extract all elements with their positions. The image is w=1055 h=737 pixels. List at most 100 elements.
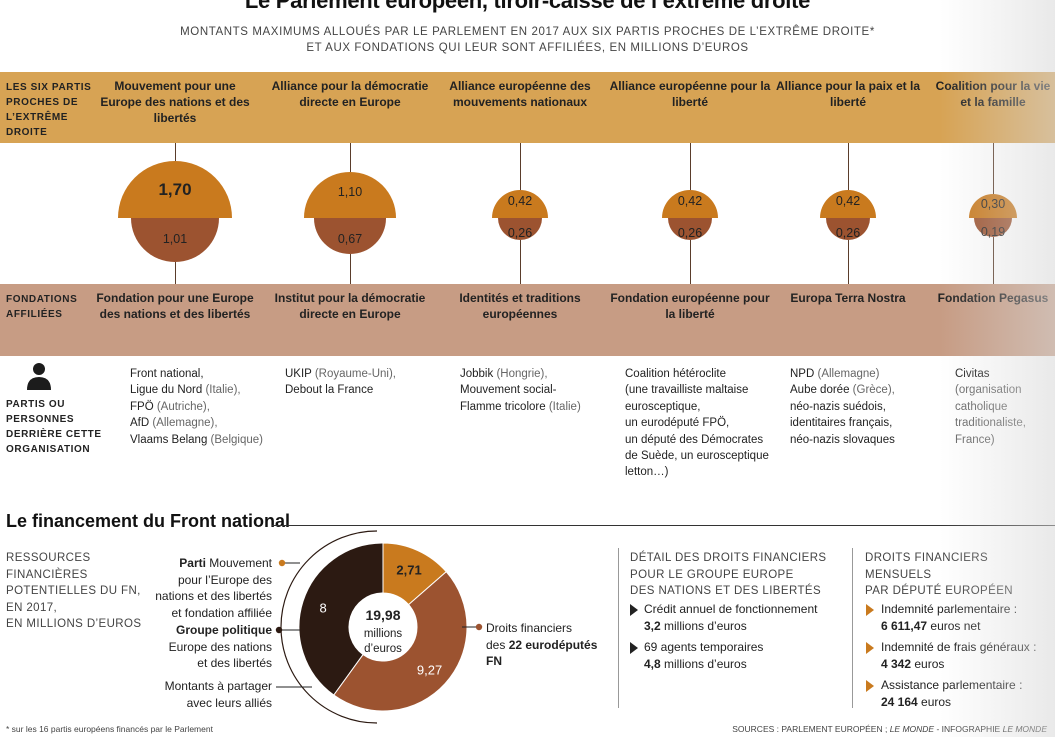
divider [618, 548, 619, 708]
monthly-item-value: 24 164 euros [881, 694, 1054, 711]
member-country: (Autriche), [156, 400, 210, 413]
subtitle-line-1: MONTANTS MAXIMUMS ALLOUÉS PAR LE PARLEME… [180, 26, 875, 38]
resources-label-line: EN MILLIONS D’EUROS [6, 618, 142, 630]
member-name: néo-nazis suédois, [790, 400, 886, 413]
detail-item-value-rest: millions d’euros [660, 656, 747, 671]
member-name: Aube dorée [790, 384, 853, 397]
monthly-item-value-bold: 6 611,47 [881, 618, 928, 633]
member-name: Ligue du Nord [130, 384, 206, 397]
member-name: Jobbik [460, 368, 497, 380]
connector-line [350, 253, 351, 284]
sources-lemonde: LE MONDE [1002, 724, 1047, 734]
label-parti: Parti Mouvement pour l’Europe des nation… [140, 555, 272, 621]
detail-item-value-bold: 3,2 [644, 618, 661, 633]
party-amount-label: 1,70 [158, 180, 192, 199]
foundation-amount-label: 0,67 [337, 232, 363, 246]
foundation-amount-label: 0,26 [677, 226, 703, 241]
member-name: identitaires français, [790, 417, 893, 430]
detail-item-label: 69 agents temporaires [644, 640, 764, 654]
page-subtitle: MONTANTS MAXIMUMS ALLOUÉS PAR LE PARLEME… [0, 24, 1055, 56]
monthly-item-label: Indemnité parlementaire : [881, 602, 1018, 616]
leader-dot [475, 623, 483, 631]
label-droits-line: FN [486, 654, 502, 668]
resources-label-line: EN 2017, [6, 601, 58, 614]
monthly-item-value-rest: euros [911, 656, 945, 671]
row-label-persons: PARTIS OU PERSONNES DERRIÈRE CETTE ORGAN… [6, 399, 102, 455]
monthly-item-value: 6 611,47 euros net [881, 618, 1054, 635]
monthly-item-value: 4 342 euros [881, 656, 1054, 673]
monthly-item: Indemnité de frais généraux : 4 342 euro… [866, 639, 1054, 672]
detail-item-label: Crédit annuel de fonctionnement [644, 602, 818, 616]
label-parti-bold: Parti [179, 556, 206, 570]
label-groupe: Groupe politique Europe des nations et d… [140, 622, 272, 672]
member-name: de Suède, un eurosceptique [625, 450, 769, 463]
connector-line [520, 143, 521, 190]
resources-label-line: POTENTIELLES DU FN, [6, 585, 141, 597]
party-amount-label: 0,42 [835, 194, 861, 209]
monthly-title-line: PAR DÉPUTÉ EUROPÉEN [865, 585, 1013, 597]
member-list: UKIP (Royaume-Uni), Debout la France [285, 366, 396, 399]
monthly-item: Assistance parlementaire : 24 164 euros [866, 677, 1054, 710]
monthly-item-value-rest: euros [917, 694, 952, 709]
foundation-amount-label: 0,26 [835, 226, 861, 241]
foundation-amount-label: 1,01 [162, 232, 188, 246]
member-line: néo-nazis slovaques [790, 432, 895, 448]
member-name: letton…) [625, 466, 669, 479]
triangle-bullet-icon [866, 604, 874, 616]
member-name: UKIP [285, 368, 315, 380]
monthly-item-value-rest: euros net [927, 618, 981, 633]
label-droits-line: Droits financiers [486, 621, 573, 635]
foundation-name: Identités et traditions européennes [459, 291, 581, 321]
member-list: NPD (Allemagne) Aube dorée (Grèce), néo-na… [790, 366, 895, 448]
label-droits: Droits financiers des 22 eurodéputés FN [486, 620, 616, 670]
member-line: eurosceptique, [625, 399, 769, 415]
detail-item-value: 4,8 millions d’euros [644, 656, 850, 673]
detail-title-line: DÉTAIL DES DROITS FINANCIERS [630, 552, 827, 564]
donut-slice-label: 2,71 [396, 563, 421, 578]
page-title: Le Parlement européen, tiroir-caisse de … [244, 0, 811, 13]
member-name: Flamme tricolore [460, 400, 549, 413]
party-amount-label: 1,10 [337, 184, 363, 199]
connector-line [175, 143, 176, 161]
label-parti-line: et fondation affiliée [171, 605, 272, 620]
sources: SOURCES : PARLEMENT EUROPÉEN ; LE MONDE … [732, 724, 1047, 734]
member-line: de Suède, un eurosceptique [625, 448, 769, 464]
member-line: néo-nazis suédois, [790, 399, 895, 415]
person-icon [27, 363, 51, 390]
detail-item-value-rest: millions d’euros [660, 618, 747, 633]
label-montants: Montants à partager avec leurs alliés [140, 678, 272, 711]
member-line: (une travailliste maltaise [625, 382, 769, 398]
party-name: Alliance pour la démocratie directe en E… [271, 79, 429, 109]
member-line: letton…) [625, 464, 769, 480]
foundation-name: Fondation pour une Europe des nations et… [96, 291, 254, 321]
party-name: Alliance européenne pour la liberté [609, 79, 771, 109]
member-line: Coalition hétéroclite [625, 366, 769, 382]
member-line: NPD (Allemagne) [790, 366, 895, 382]
donut-center-value: 19,98 [365, 607, 400, 623]
member-line: Mouvement social- [460, 382, 581, 398]
member-country: (Italie), [205, 384, 241, 397]
label-groupe-bold: Groupe politique [176, 623, 272, 637]
detail-item-value-bold: 4,8 [644, 656, 661, 671]
member-name: Vlaams Belang [130, 433, 211, 446]
foundation-name: Europa Terra Nostra [790, 291, 906, 305]
footnote: * sur les 16 partis européens financés p… [6, 724, 213, 734]
detail-title: DÉTAIL DES DROITS FINANCIERS POUR LE GRO… [630, 550, 827, 600]
resources-label-line: FINANCIÈRES [6, 568, 88, 581]
monthly-item-label: Assistance parlementaire : [881, 678, 1023, 692]
party-name: Alliance pour la paix et la liberté [775, 79, 921, 109]
triangle-bullet-icon [866, 642, 874, 654]
member-country: (Royaume-Uni), [314, 368, 396, 380]
leader-dot [278, 559, 286, 567]
monthly-item-label: Indemnité de frais généraux : [881, 640, 1037, 654]
label-droits-pre: des [486, 637, 509, 652]
monthly-list: Indemnité parlementaire : 6 611,47 euros… [866, 601, 1054, 710]
member-line: identitaires français, [790, 415, 895, 431]
member-name: Mouvement social- [460, 384, 557, 397]
sources-pre: SOURCES : PARLEMENT EUROPÉEN ; [732, 724, 890, 734]
outer-arc [280, 530, 378, 724]
member-name: Coalition hétéroclite [625, 368, 727, 380]
detail-title-line: DES NATIONS ET DES LIBERTÉS [630, 585, 822, 597]
label-parti-line: pour l’Europe des [177, 572, 272, 587]
monthly-item: Indemnité parlementaire : 6 611,47 euros… [866, 601, 1054, 634]
